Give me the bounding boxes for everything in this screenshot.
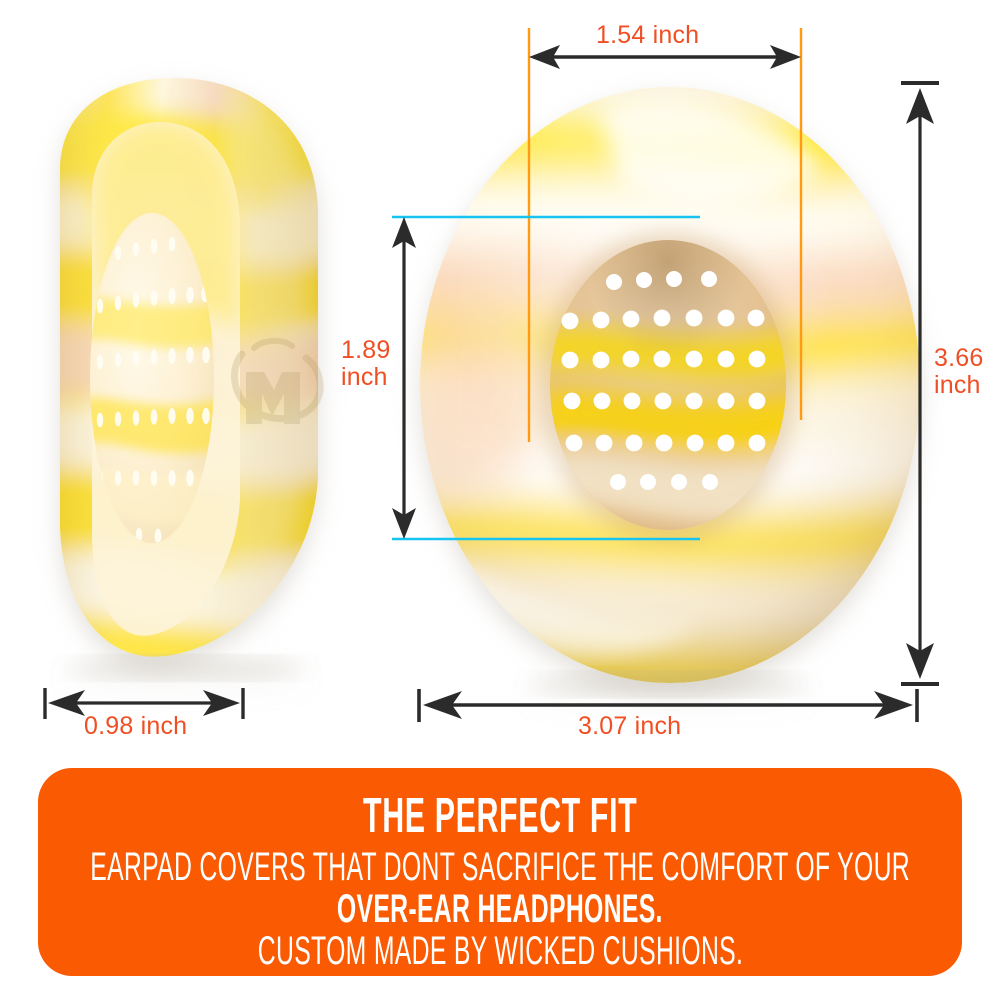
banner-subtitle-line-3: CUSTOM MADE BY WICKED CUSHIONS. [257,929,743,973]
arrow-inner-height [392,217,416,539]
left-pad-perforated-face [90,213,214,543]
right-earpad-image [420,87,920,696]
banner-subtitle-line-1: EARPAD COVERS THAT DONT SACRIFICE THE CO… [90,845,910,889]
perforation-holes [561,271,766,490]
dimension-label-outer-height: 3.66 inch [934,344,984,399]
brand-logo-watermark [230,338,324,424]
perfect-fit-banner: THE PERFECT FIT EARPAD COVERS THAT DONT … [38,768,962,976]
left-earpad-image [60,78,324,680]
dimension-label-inner-height: 1.89 inch [341,336,391,391]
arrow-inner-width [529,45,801,69]
dimension-label-depth: 0.98 inch [84,712,188,740]
right-pad-inner-bowl [540,232,796,542]
dimension-label-outer-width: 3.07 inch [578,712,682,740]
dimension-guides [392,28,803,541]
dimension-label-inner-width: 1.54 inch [596,21,700,49]
banner-subtitle-line-2: OVER-EAR HEADPHONES. [337,887,663,931]
arrow-outer-height [901,81,939,686]
arrow-depth [43,688,245,719]
dimension-arrows [43,45,939,722]
arrow-outer-width [417,689,919,722]
banner-title: THE PERFECT FIT [362,789,638,843]
